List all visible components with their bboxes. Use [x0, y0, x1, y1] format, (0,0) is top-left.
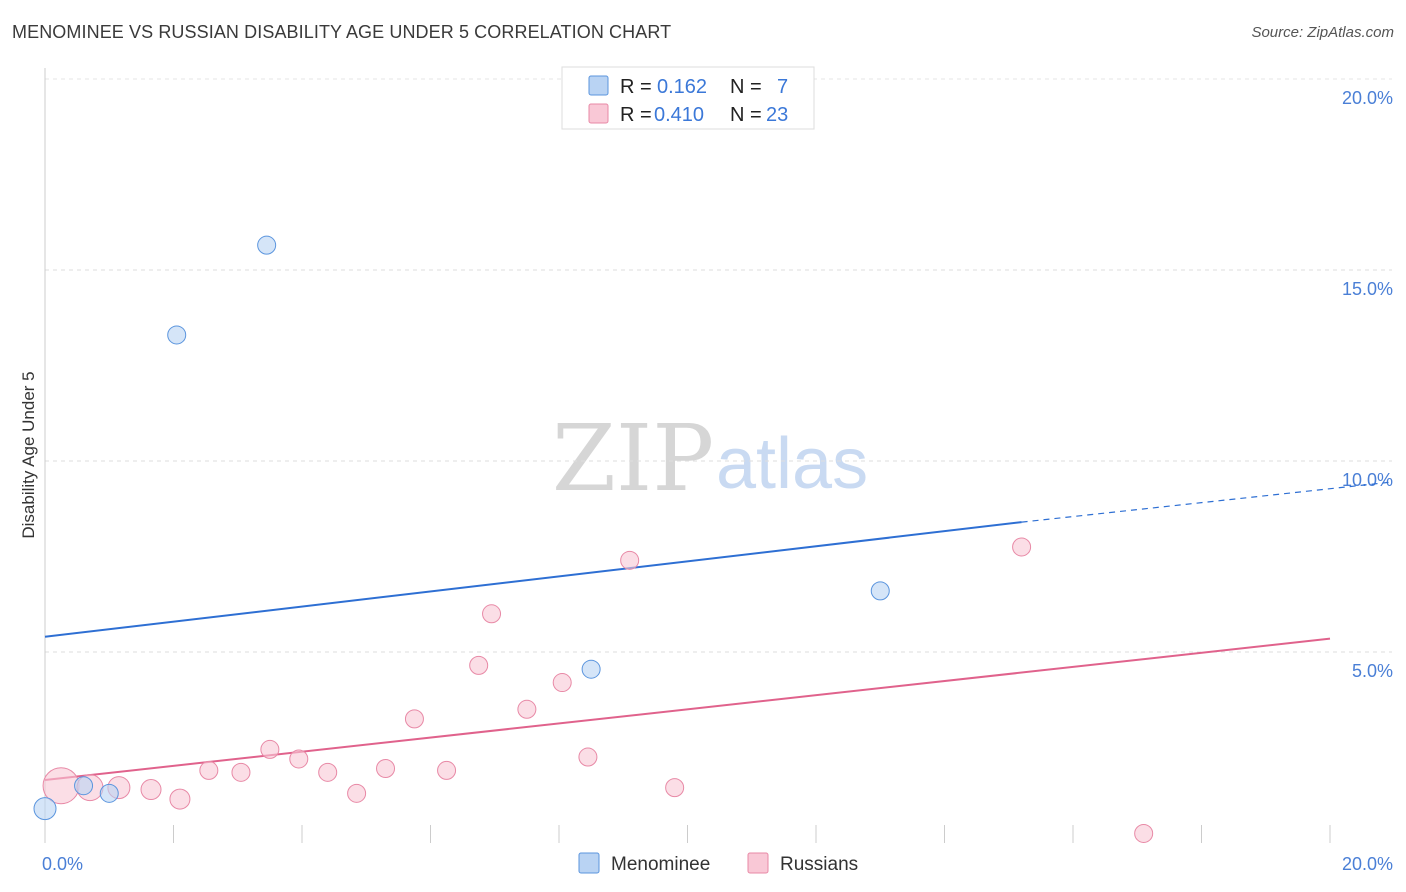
legend-n-value-russians: 23 [766, 104, 788, 126]
legend-n-label: N = [730, 76, 762, 98]
data-point-menominee [581, 659, 601, 679]
data-point-russians [469, 655, 489, 675]
y-tick-label: 20.0% [1342, 88, 1393, 108]
data-point-russians [1134, 823, 1154, 843]
legend-swatch-menominee [588, 75, 609, 96]
data-point-menominee [870, 581, 890, 601]
data-point-russians [552, 673, 572, 693]
trend-extension-menominee [1021, 481, 1393, 523]
data-point-russians [517, 699, 537, 719]
x-tick-label: 20.0% [1342, 854, 1393, 874]
source-credit: Source: ZipAtlas.com [1251, 24, 1394, 41]
legend-r-value-menominee: 0.162 [657, 76, 707, 98]
data-point-russians [318, 762, 338, 782]
bottom-legend-swatch-menominee [578, 852, 600, 874]
data-point-menominee [99, 783, 119, 803]
legend-swatch-russians [588, 103, 609, 124]
legend-n-label: N = [730, 104, 762, 126]
trend-layer [44, 481, 1393, 781]
data-point-russians [289, 749, 309, 769]
data-point-menominee [257, 235, 277, 255]
data-point-russians [578, 747, 598, 767]
trend-line-russians [44, 637, 1331, 781]
data-point-russians [376, 759, 396, 779]
data-point-menominee [33, 797, 57, 821]
point-layer [33, 235, 1154, 843]
grid-layer [45, 78, 1392, 653]
data-point-russians [620, 550, 640, 570]
watermark-atlas: atlas [716, 424, 868, 504]
data-point-russians [437, 760, 457, 780]
data-point-russians [404, 709, 424, 729]
bottom-legend: Menominee Russians [578, 852, 858, 875]
data-point-russians [665, 778, 685, 798]
data-point-russians [169, 788, 191, 810]
bottom-legend-swatch-russians [747, 852, 769, 874]
legend-box: R = 0.162 N = 7 R = 0.410 N = 23 [561, 66, 815, 130]
data-point-menominee [74, 776, 94, 796]
data-point-russians [347, 783, 367, 803]
legend-n-value-menominee: 7 [777, 76, 788, 98]
legend-r-label: R = [620, 104, 652, 126]
trend-line-menominee [44, 521, 1022, 638]
y-tick-label: 15.0% [1342, 279, 1393, 299]
watermark-zip: ZIP [552, 405, 714, 512]
data-point-menominee [167, 325, 187, 345]
y-tick-label: 10.0% [1342, 470, 1393, 490]
bottom-legend-label-menominee: Menominee [611, 854, 710, 875]
data-point-russians [199, 760, 219, 780]
y-axis-label: Disability Age Under 5 [19, 371, 38, 538]
data-point-russians [231, 762, 251, 782]
data-point-russians [140, 779, 162, 801]
chart-title: MENOMINEE VS RUSSIAN DISABILITY AGE UNDE… [12, 22, 672, 42]
data-point-russians [1012, 537, 1032, 557]
data-point-russians [482, 604, 502, 624]
axis-layer: 5.0% 10.0% 15.0% 20.0% 0.0% 20.0% [42, 68, 1393, 874]
y-tick-label: 5.0% [1352, 661, 1393, 681]
bottom-legend-label-russians: Russians [780, 854, 858, 875]
legend-r-value-russians: 0.410 [654, 104, 704, 126]
legend-r-label: R = [620, 76, 652, 98]
x-tick-label: 0.0% [42, 854, 83, 874]
data-point-russians [260, 739, 280, 759]
